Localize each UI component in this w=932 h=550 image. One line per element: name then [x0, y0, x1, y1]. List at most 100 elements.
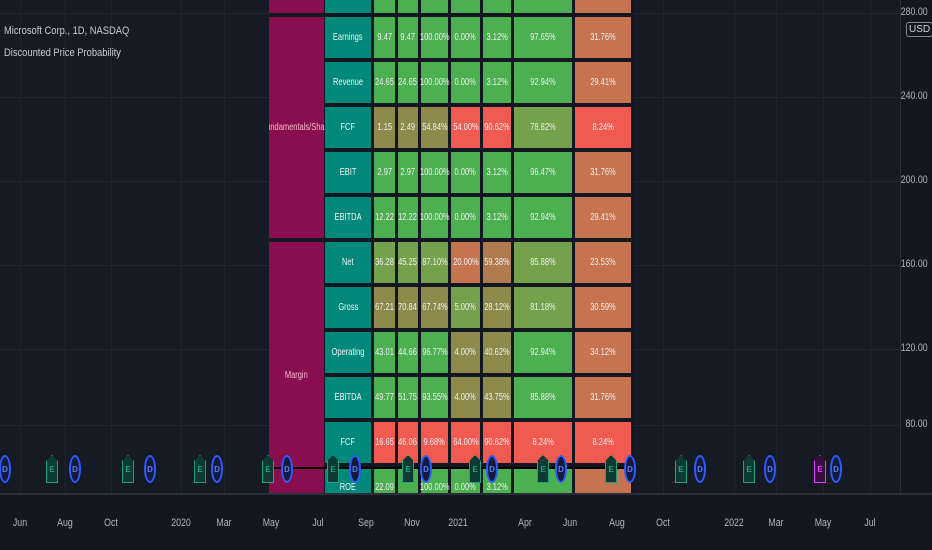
table-cell: 54.00% [451, 107, 480, 148]
earnings-marker-icon[interactable]: E [402, 455, 414, 483]
table-cell: 85.88% [514, 242, 572, 283]
table-cell: 0.00% [451, 197, 480, 238]
cell-value: 20.00% [452, 257, 479, 268]
cell-value: 8.24% [592, 437, 614, 448]
currency-button[interactable]: USD [906, 22, 932, 37]
table-cell: 23.53% [575, 242, 631, 283]
cell-value: 96.77% [421, 347, 448, 358]
table-cell: 3.12% [483, 197, 511, 238]
table-cell: 44.66 [398, 332, 418, 373]
earnings-marker-icon[interactable]: E [743, 455, 755, 483]
table-cell: 4.00% [451, 377, 480, 418]
cell-value: 92.94% [530, 347, 556, 358]
cell-value: 2.97 [400, 167, 416, 178]
dividend-marker-icon[interactable]: D [144, 455, 156, 483]
cell-value: 100.00% [419, 167, 450, 178]
price-axis[interactable]: 280.00 240.00 200.00 160.00 120.00 80.00 [900, 0, 932, 493]
cell-value: 0.00% [454, 167, 477, 178]
cell-value: 43.75% [484, 392, 510, 403]
table-cell: 51.75 [398, 377, 418, 418]
table-cell: 40.62% [483, 332, 511, 373]
dividend-marker-icon[interactable]: D [0, 455, 11, 483]
cell-value: 24.65 [398, 77, 418, 88]
row-label-cell: Earnings [325, 17, 371, 58]
dividend-marker-icon[interactable]: D [830, 455, 842, 483]
indicator-title[interactable]: Discounted Price Probability [4, 47, 121, 59]
cell-value: 1.15 [377, 122, 392, 133]
group-label: Fundamentals/Share [269, 122, 332, 133]
cell-value: 44.66 [398, 347, 418, 358]
table-cell [514, 0, 572, 13]
earnings-marker-icon[interactable]: E [327, 455, 339, 483]
time-label: Mar [768, 517, 784, 529]
table-cell: 43.01 [374, 332, 395, 373]
cell-value: 97.65% [530, 32, 556, 43]
earnings-marker-icon[interactable]: E [262, 455, 274, 483]
table-cell: 29.41% [575, 197, 631, 238]
earnings-marker-icon[interactable]: E [605, 455, 617, 483]
table-cell: 2.97 [374, 152, 395, 193]
chart-pane[interactable]: Microsoft Corp., 1D, NASDAQ Discounted P… [0, 0, 900, 493]
cell-value: 40.62% [484, 347, 510, 358]
dividend-marker-icon[interactable]: D [420, 455, 432, 483]
table-cell: 0.00% [451, 17, 480, 58]
dividend-marker-icon[interactable]: D [694, 455, 706, 483]
table-cell: 24.65 [374, 62, 395, 103]
cell-value: 16.65 [375, 437, 394, 448]
table-cell: 1.15 [374, 107, 395, 148]
cell-value: 96.47% [530, 167, 556, 178]
earnings-marker-icon[interactable]: E [469, 455, 481, 483]
row-label-cell: Operating [325, 332, 371, 373]
table-cell: 8.24% [575, 422, 631, 463]
row-label-cell [325, 0, 371, 13]
earnings-marker-icon[interactable]: E [194, 455, 206, 483]
cell-value: 59.38% [484, 257, 510, 268]
dividend-marker-icon[interactable]: D [69, 455, 81, 483]
row-label-cell: Gross [325, 287, 371, 328]
dividend-marker-icon[interactable]: D [211, 455, 223, 483]
table-cell: 90.62% [483, 107, 511, 148]
group-label: Margin [285, 369, 308, 381]
dividend-marker-icon[interactable]: D [349, 455, 361, 483]
table-cell: 2.97 [398, 152, 418, 193]
cell-value: 12.22 [375, 212, 394, 223]
earnings-marker-icon[interactable]: E [46, 455, 58, 483]
cell-value: 29.41% [590, 212, 616, 223]
table-cell: 97.65% [514, 17, 572, 58]
earnings-marker-icon[interactable]: E [537, 455, 549, 483]
table-cell: 67.21 [374, 287, 395, 328]
dividend-marker-icon[interactable]: D [764, 455, 776, 483]
dividend-marker-icon[interactable]: D [486, 455, 498, 483]
grid-line [181, 0, 182, 493]
dividend-marker-icon[interactable]: D [555, 455, 567, 483]
table-cell: 8.24% [575, 107, 631, 148]
earnings-marker-icon[interactable]: E [814, 455, 826, 483]
cell-value: 0.00% [454, 32, 477, 43]
dividend-marker-icon[interactable]: D [624, 455, 636, 483]
table-cell: 45.25 [398, 242, 418, 283]
dividend-marker-icon[interactable]: D [281, 455, 293, 483]
cell-value: 3.12% [486, 32, 508, 43]
cell-value: 92.94% [530, 77, 556, 88]
table-cell: 92.94% [514, 62, 572, 103]
cell-value: 8.24% [532, 437, 554, 448]
table-cell: 46.06 [398, 422, 418, 463]
symbol-title[interactable]: Microsoft Corp., 1D, NASDAQ [4, 25, 130, 37]
table-cell [575, 467, 631, 493]
earnings-marker-icon[interactable]: E [675, 455, 687, 483]
cell-value: 100.00% [419, 482, 450, 493]
time-label: May [814, 517, 832, 529]
cell-value: 3.12% [486, 482, 508, 493]
time-label: Aug [57, 517, 73, 529]
table-cell [421, 0, 448, 13]
earnings-marker-icon[interactable]: E [122, 455, 134, 483]
row-label: Revenue [332, 77, 364, 88]
cell-value: 31.76% [590, 392, 616, 403]
cell-value: 92.94% [530, 212, 556, 223]
cell-value: 54.00% [452, 122, 479, 133]
cell-value: 85.88% [530, 392, 556, 403]
time-label: May [262, 517, 280, 529]
row-label-cell: FCF [325, 107, 371, 148]
table-cell: 22.09 [374, 467, 395, 493]
time-axis[interactable]: Jun Aug Oct 2020 Mar May Jul Sep Nov 2021 Apr Jun Au… [0, 493, 932, 550]
